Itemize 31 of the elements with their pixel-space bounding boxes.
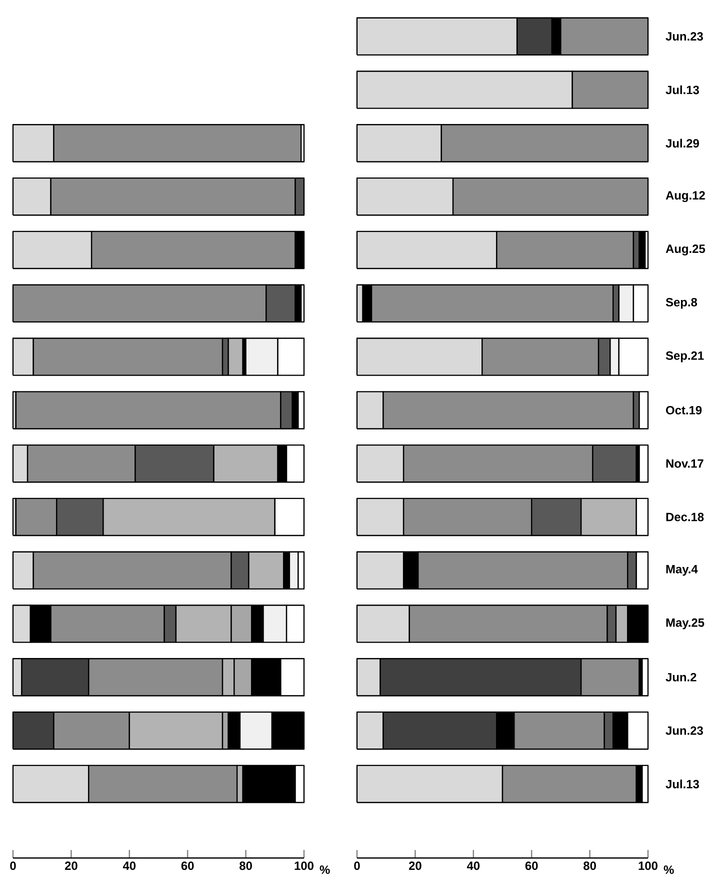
x-tick-label: 80 bbox=[240, 862, 252, 870]
x-tick-label: 100 bbox=[294, 862, 314, 870]
y-tick-label: Sep.8 bbox=[666, 298, 698, 309]
y-tick-label: Nov.17 bbox=[666, 459, 704, 468]
x-tick-label: 80 bbox=[584, 862, 596, 870]
x-tick-label: 0 bbox=[10, 862, 16, 870]
x-tick-label: 40 bbox=[466, 862, 480, 870]
y-tick-label: May.25 bbox=[666, 618, 704, 630]
x-axis-title: % bbox=[664, 866, 674, 874]
x-axis-title: % bbox=[320, 866, 330, 874]
y-tick-label: Sep.21 bbox=[666, 351, 704, 362]
y-tick-label: Aug.12 bbox=[666, 191, 705, 202]
x-tick-label: 40 bbox=[122, 862, 136, 870]
bar bbox=[642, 658, 649, 696]
y-tick-label: Jun.2 bbox=[666, 672, 696, 682]
y-tick-label: Aug.25 bbox=[666, 244, 706, 256]
x-tick-label: 20 bbox=[64, 862, 78, 870]
y-tick-label: May.4 bbox=[666, 565, 698, 576]
y-tick-label: Jul.13 bbox=[666, 85, 699, 94]
y-tick-label: Dec.18 bbox=[666, 512, 704, 522]
y-tick-label: Jun.23 bbox=[666, 726, 703, 735]
y-tick-label: Jul.29 bbox=[666, 138, 699, 148]
x-tick-label: 20 bbox=[408, 862, 422, 870]
y-tick-label: Oct.19 bbox=[666, 406, 702, 414]
x-tick-label: 60 bbox=[181, 862, 194, 870]
y-tick-label: Jul.13 bbox=[666, 780, 699, 788]
x-tick-label: 60 bbox=[525, 862, 538, 870]
x-tick-label: 0 bbox=[354, 862, 360, 870]
y-tick-label: Jun.23 bbox=[666, 32, 703, 41]
x-tick-label: 100 bbox=[638, 862, 658, 870]
bar bbox=[638, 444, 649, 483]
